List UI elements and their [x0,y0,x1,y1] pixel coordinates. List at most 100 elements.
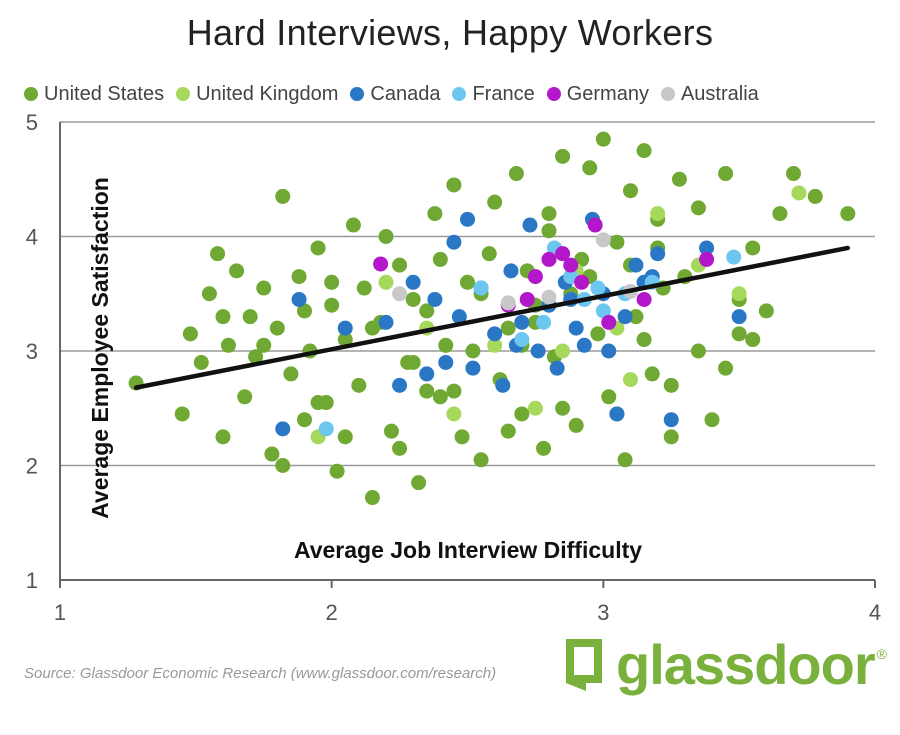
data-point [530,343,546,359]
data-point [337,429,353,445]
data-point [383,423,399,439]
data-point [229,263,245,279]
data-point [465,343,481,359]
legend: United States United Kingdom Canada France G… [24,80,771,108]
chart-title: Hard Interviews, Happy Workers [186,12,714,53]
data-point [269,320,285,336]
data-point [718,360,734,376]
data-point [446,234,462,250]
data-point [791,185,807,201]
y-tick-label: 5 [26,110,38,135]
legend-label: United Kingdom [196,82,339,105]
data-point [446,383,462,399]
legend-marker [660,87,675,101]
x-tick-label: 4 [869,600,881,625]
data-point [745,332,761,348]
data-point [487,337,503,353]
data-point [201,286,217,302]
data-point [503,263,519,279]
data-point [609,406,625,422]
data-point [522,217,538,233]
registered-mark: ® [876,646,887,662]
data-point [628,257,644,273]
legend-marker [176,87,191,101]
data-point [786,166,801,182]
data-point [623,372,638,388]
legend-item: United States [24,83,164,106]
data-point [275,188,291,204]
data-point [283,366,299,382]
y-tick-label: 3 [26,339,38,364]
data-point [487,326,503,342]
glassdoor-logo: glassdoor ® [560,632,887,697]
data-point [182,326,198,342]
data-point [595,131,611,147]
legend-item: Australia [660,82,759,106]
data-point [378,314,394,330]
trendline [133,245,851,390]
data-point [427,291,443,307]
legend-marker [546,87,561,101]
data-point [378,274,394,290]
data-point [256,337,272,353]
data-point [193,354,209,370]
legend-label: Germany [566,82,649,105]
data-point [500,320,516,336]
data-point [324,297,340,313]
data-point [405,291,421,307]
data-point [337,320,353,336]
data-point [454,429,470,445]
legend-item: United Kingdom [176,83,338,106]
legend-item: France [452,82,535,106]
data-point [297,412,312,428]
data-point [576,337,592,353]
data-point [310,240,326,256]
y-tick-label: 2 [26,454,38,479]
logo-text: glassdoor [616,633,876,696]
data-point [451,309,467,325]
data-point [419,383,435,399]
data-point [275,421,291,437]
data-point [174,406,190,422]
y-axis-label: Average Employee Satisfaction [87,177,113,519]
legend-item: Canada [350,83,440,106]
data-point [256,280,272,296]
data-point [549,360,565,376]
data-point [690,343,706,359]
data-point [378,229,394,244]
data-point [473,280,489,296]
data-point [609,234,625,250]
data-point [541,251,557,267]
legend-label: United States [44,82,165,105]
data-point [595,303,611,319]
data-point [210,246,226,262]
data-point [500,295,516,311]
data-point [590,280,606,296]
data-point [487,194,503,210]
data-point [392,440,408,456]
data-point [356,280,372,296]
data-point [555,343,571,359]
data-point [731,326,747,342]
y-tick-label: 4 [26,225,38,250]
legend-label: France [472,82,535,105]
data-point [807,188,823,204]
data-point [690,200,706,216]
data-point [555,246,571,262]
data-point [840,206,856,222]
data-point [392,377,408,393]
legend-marker [24,87,38,101]
data-point [364,490,380,506]
data-point [427,206,443,222]
data-point [215,429,231,445]
data-point [541,206,557,222]
data-point [644,366,660,382]
x-tick-label: 3 [597,600,609,625]
data-point [411,475,427,491]
data-point [536,440,552,456]
data-point [392,257,408,273]
data-point [345,217,361,233]
legend-label: Australia [680,82,759,105]
data-point [220,337,236,353]
